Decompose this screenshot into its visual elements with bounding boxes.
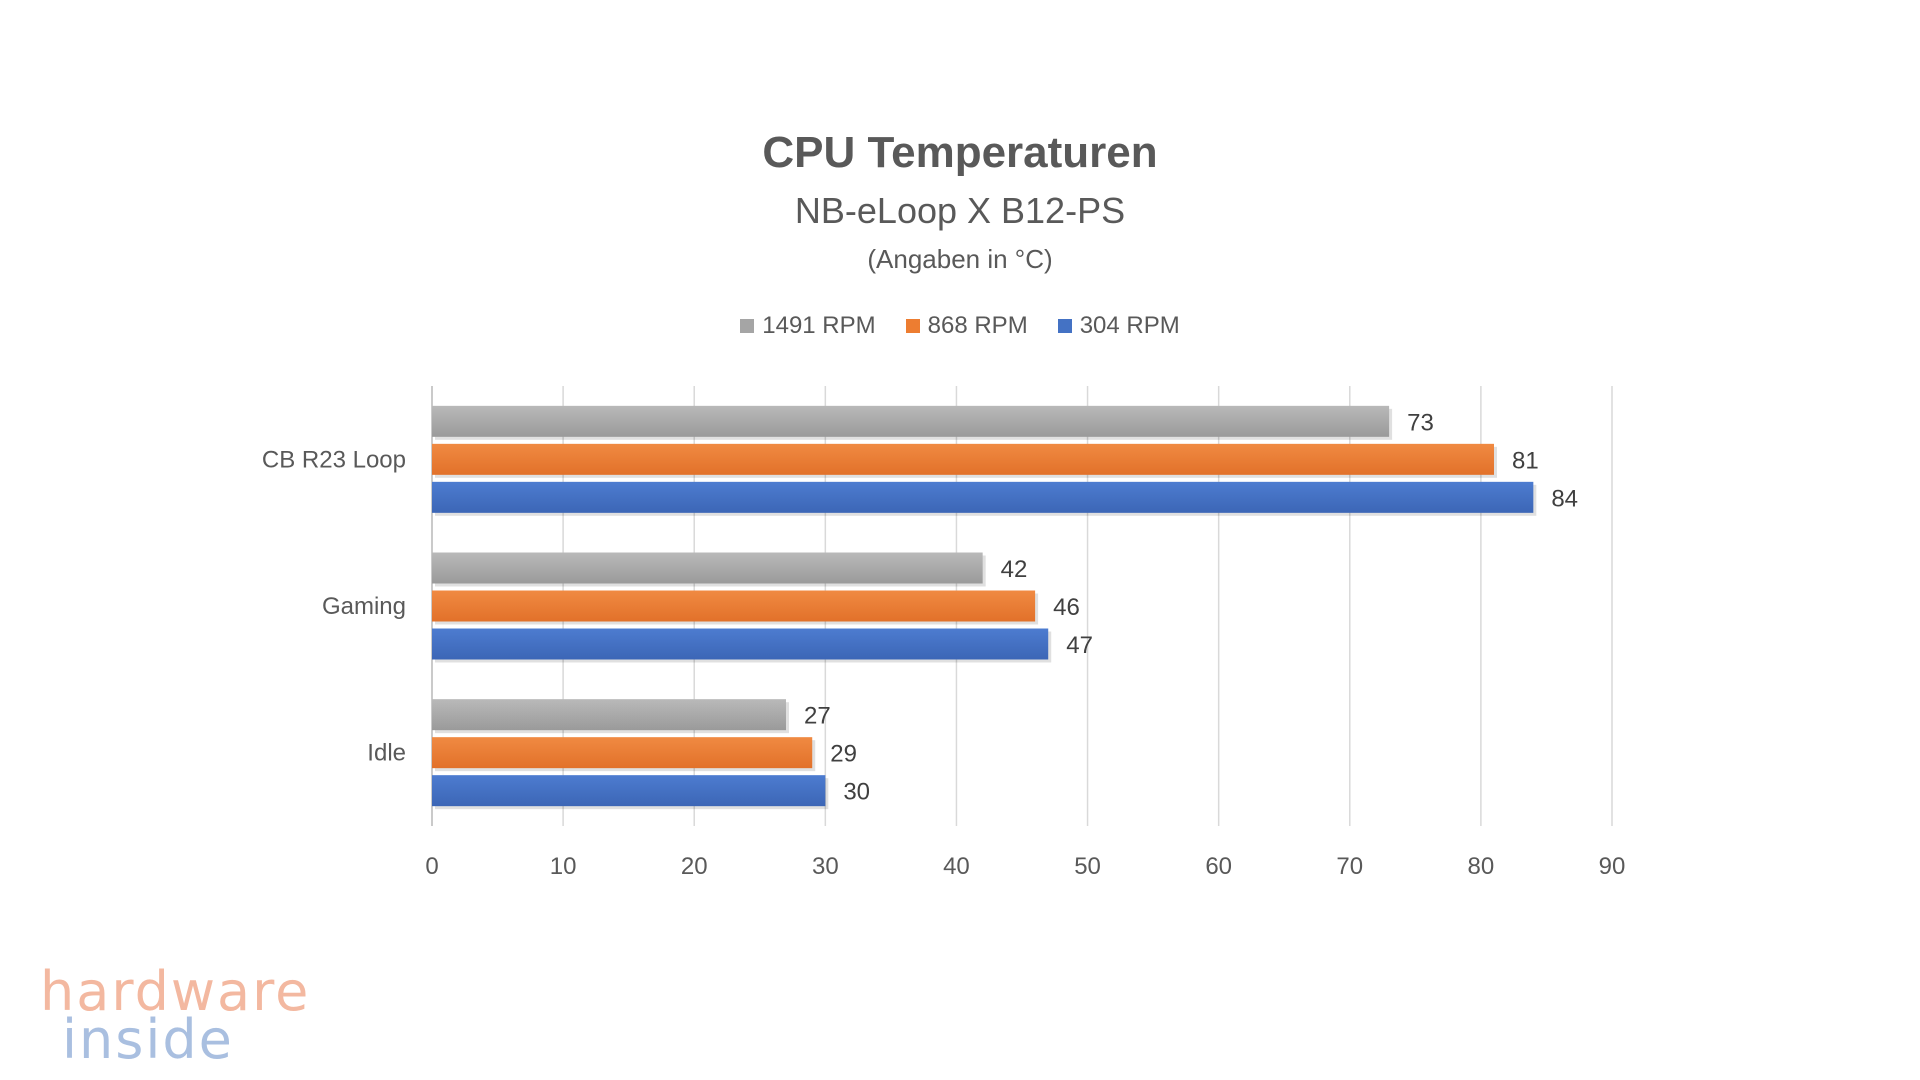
labels: 0 10 20 30 40 50 60 70 80 90 CB R23 Loop 73 81 84 Gami… [262,409,1625,880]
legend-item-868-rpm: 868 RPM [905,312,1028,340]
legend-swatch-orange [905,319,920,333]
logo-line-1: hardware [40,960,311,1023]
bar [432,405,1390,437]
legend-label: 868 RPM [927,312,1028,339]
data-label: 47 [1066,632,1093,659]
legend-swatch-blue [1057,319,1072,333]
x-tick-label: 30 [812,853,839,880]
x-tick-label: 20 [681,853,708,880]
chart-title: CPU Temperaturen [762,128,1158,177]
x-tick-label: 80 [1468,853,1495,880]
data-label: 84 [1551,485,1578,512]
x-tick-label: 40 [943,853,970,880]
x-tick-label: 60 [1205,853,1232,880]
hardware-inside-logo: hardware inside [40,960,311,1071]
category-label: Idle [367,740,406,767]
bar [432,699,786,731]
legend-swatch-gray [740,319,755,333]
x-tick-label: 70 [1336,853,1363,880]
x-tick-label: 90 [1599,853,1626,880]
legend-item-304-rpm: 304 RPM [1057,312,1180,340]
legend-item-1491-rpm: 1491 RPM [740,312,876,340]
bar [432,628,1049,660]
logo-line-2: inside [62,1008,234,1071]
x-tick-label: 50 [1074,853,1101,880]
data-label: 30 [843,779,870,806]
data-label: 29 [830,741,857,768]
legend-label: 304 RPM [1079,312,1180,339]
data-label: 42 [1001,556,1028,583]
bar [432,443,1494,475]
chart-legend: 1491 RPM 868 RPM 304 RPM [0,312,1920,340]
x-tick-label: 10 [550,853,577,880]
data-label: 46 [1053,594,1080,621]
bar [432,552,983,584]
bar [432,737,813,769]
chart-unit-note: (Angaben in °C) [867,244,1053,274]
x-tick-label: 0 [425,853,438,880]
data-label: 81 [1512,447,1539,474]
legend-label: 1491 RPM [762,312,876,339]
data-label: 27 [804,703,831,730]
data-label: 73 [1407,409,1434,436]
bar [432,481,1534,513]
chart-subtitle: NB-eLoop X B12-PS [794,190,1126,231]
category-label: Gaming [322,593,406,620]
bars [432,405,1537,810]
category-label: CB R23 Loop [262,446,406,473]
bar [432,590,1036,622]
bar [432,775,826,807]
